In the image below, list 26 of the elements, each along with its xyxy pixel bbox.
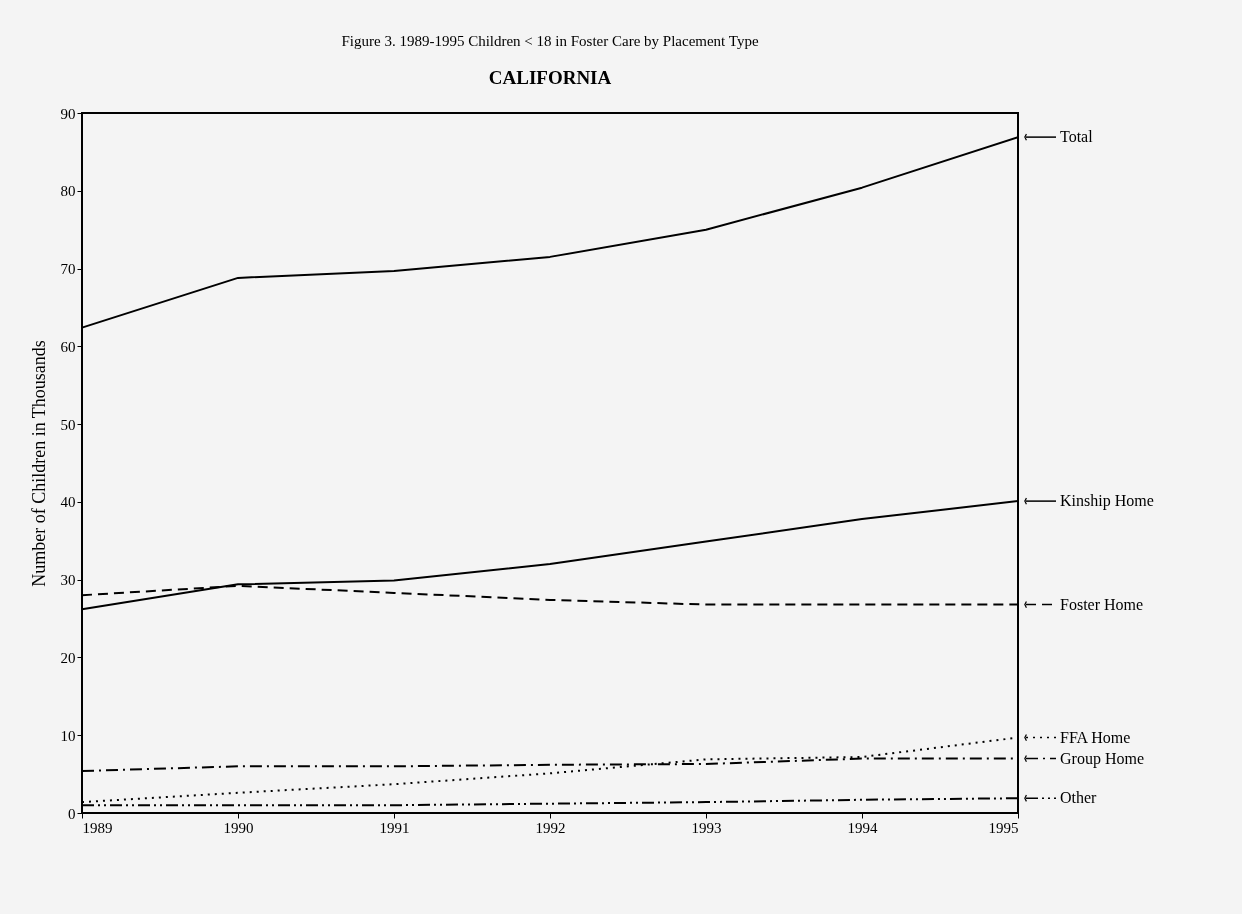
legend-label: Other [1060, 789, 1098, 807]
legend-label: FFA Home [1060, 728, 1131, 746]
x-tick-label: 1995 [988, 819, 1019, 836]
x-tick-label: 1990 [223, 819, 254, 836]
y-tick-label: 0 [68, 805, 76, 822]
x-tick-label: 1992 [535, 819, 566, 836]
x-tick-label: 1991 [379, 819, 410, 836]
legend-label: Foster Home [1060, 595, 1144, 613]
y-tick-label: 20 [60, 649, 76, 666]
y-tick-label: 80 [60, 183, 76, 200]
y-tick-label: 40 [60, 494, 76, 511]
chart-title: Figure 3. 1989-1995 Children < 18 in Foster Care by Placement Type [341, 33, 759, 49]
legend-label: Total [1060, 128, 1094, 146]
y-tick-label: 30 [60, 572, 76, 589]
y-axis-title: Number of Children in Thousands [28, 340, 49, 587]
x-tick-label: 1989 [82, 819, 113, 836]
x-tick-label: 1994 [847, 819, 878, 836]
chart-subtitle: CALIFORNIA [488, 67, 612, 88]
legend-label: Kinship Home [1060, 492, 1154, 511]
y-tick-label: 10 [60, 727, 76, 744]
y-tick-label: 50 [60, 416, 76, 433]
legend-label: Group Home [1060, 749, 1144, 768]
x-tick-label: 1993 [691, 819, 722, 836]
y-tick-label: 60 [60, 338, 76, 355]
y-tick-label: 70 [60, 261, 76, 278]
y-tick-label: 90 [60, 105, 76, 122]
